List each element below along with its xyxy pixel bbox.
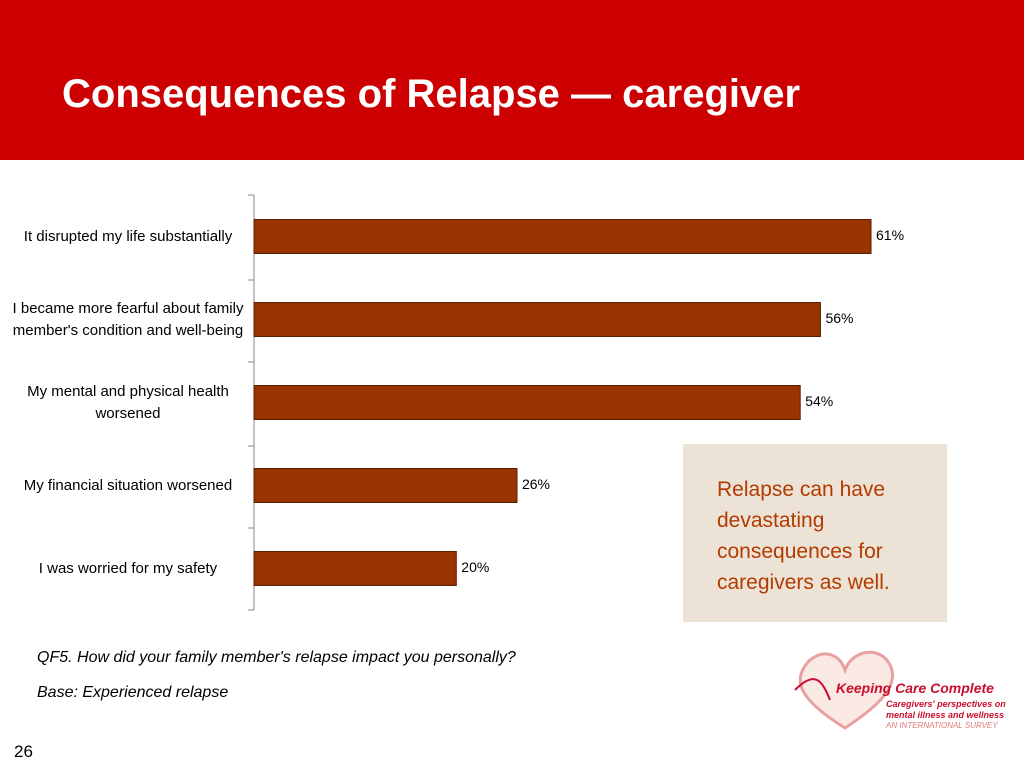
logo-name: Keeping Care Complete: [836, 680, 994, 696]
category-label: My mental and physical health worsened: [27, 382, 229, 422]
page-number: 26: [14, 742, 33, 761]
bar: [253, 468, 518, 503]
bar: [253, 302, 821, 337]
value-label: 26%: [522, 476, 550, 492]
slide-title: Consequences of Relapse — caregiver: [62, 72, 801, 116]
category-label: I became more fearful about family membe…: [12, 299, 244, 339]
value-label: 54%: [805, 393, 833, 409]
category-label: I was worried for my safety: [38, 559, 218, 577]
logo-heart: [794, 650, 895, 730]
logo-line: mental illness and wellness: [886, 710, 1005, 720]
base-note: Base: Experienced relapse: [37, 684, 229, 701]
bar: [253, 219, 872, 254]
logo-line: AN INTERNATIONAL SURVEY: [886, 721, 998, 730]
bar: [253, 551, 457, 586]
callout-box: Relapse can have devastating consequence…: [683, 444, 947, 622]
category-label: It disrupted my life substantially: [23, 227, 233, 245]
value-label: 61%: [876, 227, 904, 243]
value-label: 20%: [461, 559, 489, 575]
category-label: My financial situation worsened: [23, 476, 233, 494]
question-note: QF5. How did your family member's relaps…: [37, 649, 516, 666]
bar: [253, 385, 801, 420]
header-bar: [0, 0, 1024, 160]
logo-line: Caregivers' perspectives on: [886, 699, 1006, 709]
value-label: 56%: [825, 310, 853, 326]
